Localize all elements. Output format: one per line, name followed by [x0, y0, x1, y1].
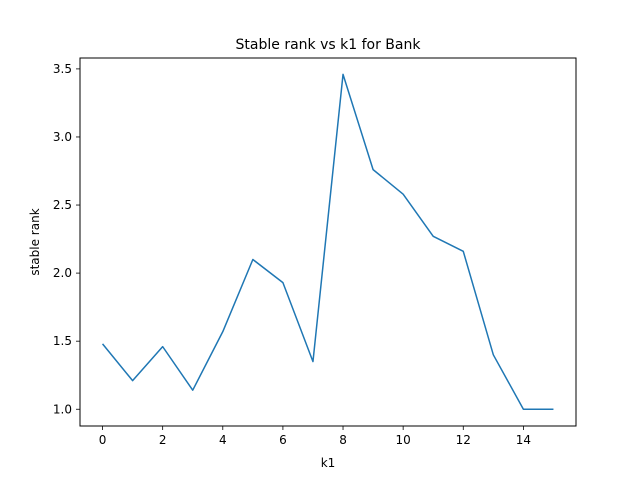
y-tick-label: 2.0	[53, 266, 72, 280]
data-point	[552, 408, 554, 410]
y-tick-label: 2.5	[53, 198, 72, 212]
data-point	[492, 354, 494, 356]
y-tick-label: 3.0	[53, 130, 72, 144]
series-line	[101, 73, 554, 410]
data-point	[312, 360, 314, 362]
data-point	[462, 250, 464, 252]
x-tick-label: 2	[159, 433, 167, 447]
data-point	[131, 379, 133, 381]
x-tick-label: 0	[99, 433, 107, 447]
axes-frame	[79, 57, 577, 427]
data-point	[342, 73, 344, 75]
data-point	[252, 258, 254, 260]
x-tick-label: 6	[279, 433, 287, 447]
data-point	[432, 235, 434, 237]
data-point	[222, 330, 224, 332]
data-point	[101, 343, 103, 345]
x-tick-label: 4	[219, 433, 227, 447]
data-point	[282, 281, 284, 283]
data-point	[522, 408, 524, 410]
x-tick-label: 12	[456, 433, 471, 447]
data-point	[372, 168, 374, 170]
chart-title: Stable rank vs k1 for Bank	[236, 37, 422, 53]
y-tick-label: 1.0	[53, 402, 72, 416]
y-axis-label: stable rank	[28, 208, 42, 275]
plot-area: 0 2 4 6 8 10 12 14 1.0 1.5 2.0 2.5 3.0 3.5	[53, 62, 554, 447]
x-tick-label: 10	[396, 433, 411, 447]
x-tick-label: 14	[516, 433, 531, 447]
data-point	[161, 345, 163, 347]
y-tick-label: 3.5	[53, 62, 72, 76]
data-point	[192, 389, 194, 391]
x-axis-label: k1	[321, 456, 336, 470]
y-tick-label: 1.5	[53, 334, 72, 348]
x-tick-label: 8	[339, 433, 347, 447]
data-point	[402, 193, 404, 195]
